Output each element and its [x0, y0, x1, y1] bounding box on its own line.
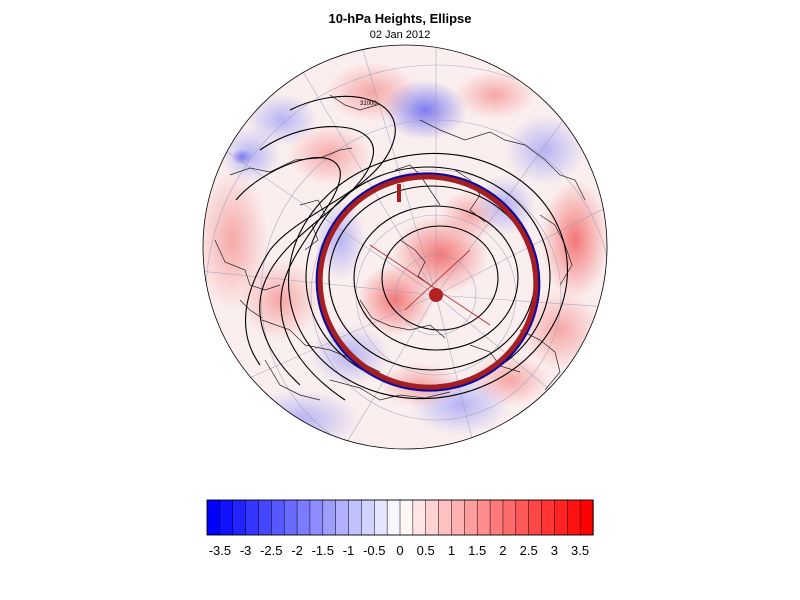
- colorbar-box: [374, 499, 388, 536]
- colorbar-tick-label: 3.5: [571, 543, 590, 558]
- colorbar-box: [232, 499, 247, 536]
- ellipse-tick-mark: [397, 184, 401, 202]
- colorbar-frame: [206, 499, 594, 536]
- ellipse-axis-minor: [404, 249, 471, 311]
- colorbar-tick-label: -2.5: [260, 543, 283, 558]
- colorbar-box: [322, 499, 337, 536]
- vortex-center-marker: [429, 288, 443, 302]
- colorbar-box: [515, 499, 530, 536]
- colorbar-tick-label: 0.5: [416, 543, 435, 558]
- colorbar-box: [489, 499, 504, 536]
- colorbar-box: [283, 499, 298, 536]
- colorbar-tick-label: -1: [342, 543, 355, 558]
- map-date: 02 Jan 2012: [369, 29, 431, 41]
- globe-outline: [202, 44, 608, 450]
- colorbar-box: [528, 499, 543, 536]
- colorbar-box: [386, 499, 401, 536]
- colorbar-box: [425, 499, 440, 536]
- ellipse-axis-major: [369, 244, 491, 326]
- colorbar-box: [271, 499, 285, 536]
- colorbar-box: [554, 499, 568, 536]
- colorbar-box: [412, 499, 427, 536]
- colorbar-box: [361, 499, 375, 536]
- colorbar-box: [476, 499, 491, 536]
- colorbar-box: [206, 499, 221, 536]
- colorbar-tick-label: 2.5: [519, 543, 538, 558]
- colorbar-tick-label: -0.5: [363, 543, 386, 558]
- colorbar-boxes: [206, 499, 594, 536]
- colorbar-tick-label: -3: [239, 543, 252, 558]
- colorbar-tick-label: 2: [499, 543, 507, 558]
- map-title: 10-hPa Heights, Ellipse: [328, 11, 472, 26]
- colorbar-tick-label: -2: [291, 543, 303, 558]
- colorbar-box: [309, 499, 324, 536]
- colorbar-box: [296, 499, 311, 536]
- colorbar-tick-label: 0: [396, 543, 404, 558]
- colorbar-box: [348, 499, 363, 536]
- ellipse-overlay: [315, 172, 541, 392]
- colorbar-box: [541, 499, 556, 536]
- colorbar-box: [464, 499, 478, 536]
- colorbar-box: [399, 499, 414, 536]
- colorbar-box: [451, 499, 465, 536]
- colorbar-box: [335, 499, 350, 536]
- contour-label: 31000: [360, 101, 377, 107]
- colorbar-box: [579, 499, 594, 536]
- colorbar-box: [567, 499, 581, 536]
- colorbar-tick-label: -1.5: [311, 543, 334, 558]
- polar-map: 31000: [202, 44, 608, 450]
- colorbar-tick-label: 3: [550, 543, 559, 558]
- fitted-ellipse: [317, 174, 539, 390]
- colorbar-box: [502, 499, 517, 536]
- colorbar-tick-label: -3.5: [208, 543, 232, 558]
- colorbar-tick-label: 1: [447, 543, 456, 558]
- colorbar-box: [219, 499, 234, 536]
- colorbar-box: [245, 499, 260, 536]
- colorbar-tick-label: 1.5: [468, 543, 487, 558]
- colorbar-box: [438, 499, 453, 536]
- colorbar-box: [258, 499, 272, 536]
